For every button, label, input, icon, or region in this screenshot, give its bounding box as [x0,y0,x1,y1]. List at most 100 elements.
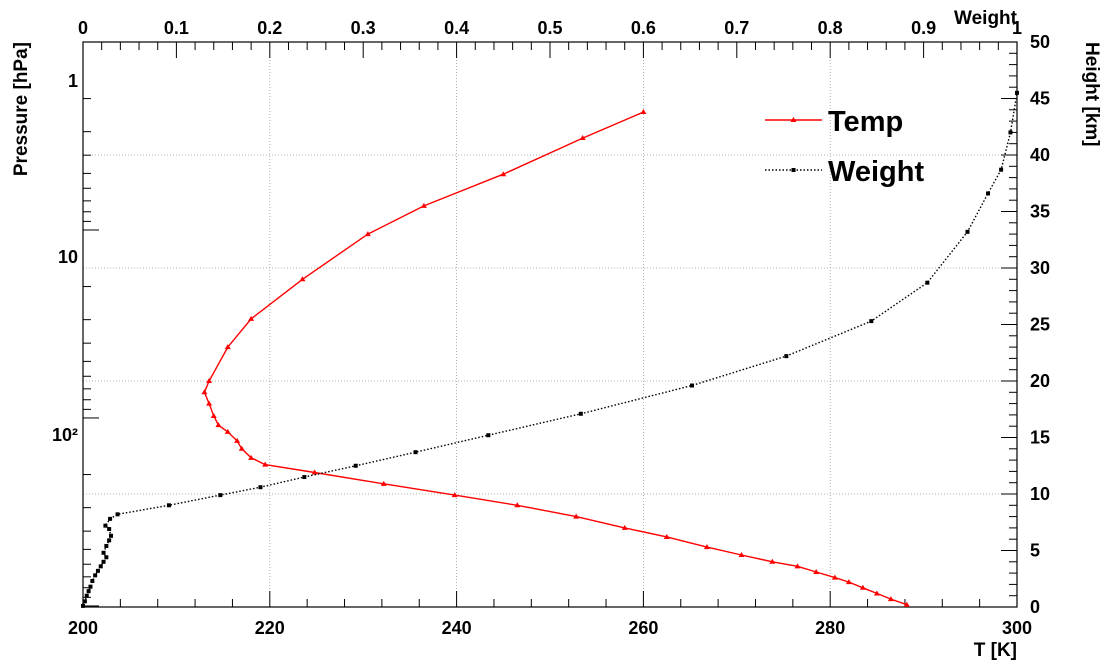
grid-lines [83,42,1017,607]
top-axis-title: Weight [954,8,1018,29]
weight-point [101,550,106,555]
weight-point [81,603,85,608]
top-tick-label: 0.2 [257,18,282,38]
weight-point [107,527,112,532]
legend-item-temp: Temp [765,106,903,138]
top-tick-label: 0 [78,18,88,38]
weight-point [88,584,93,589]
temp-point [769,558,776,564]
bottom-tick-label: 260 [628,618,658,638]
left-tick-label: 1 [68,71,78,91]
series-line-temp [203,111,908,606]
weight-point [98,564,103,569]
top-tick-label: 1 [1012,18,1022,38]
right-tick-label: 40 [1030,145,1050,165]
temp-point [201,389,208,395]
weight-point [578,411,583,416]
weight-point [689,383,694,388]
right-axis-title: Height [km] [1081,42,1102,147]
temp-point [640,109,647,115]
legend-label-weight: Weight [828,156,924,188]
top-tick-label: 0.4 [444,18,469,38]
temp-point [813,568,820,574]
top-tick-label: 0.6 [631,18,656,38]
temp-point [248,315,255,321]
right-tick-label: 35 [1030,202,1050,222]
top-tick-label: 0.8 [818,18,843,38]
top-tick-label: 0.7 [724,18,749,38]
bottom-tick-label: 200 [68,618,98,638]
bottom-tick-label: 280 [815,618,845,638]
bottom-tick-label: 240 [442,618,472,638]
temp-point [224,428,231,434]
right-tick-label: 0 [1030,597,1040,617]
right-tick-label: 15 [1030,428,1050,448]
temp-point [248,454,255,460]
weight-point [258,485,263,490]
weight-point [108,516,113,521]
right-tick-label: 30 [1030,258,1050,278]
weight-point [86,589,91,594]
weight-point [353,463,358,468]
bottom-tick-label: 220 [255,618,285,638]
temp-point [579,135,586,141]
temp-point [206,378,213,383]
weight-point [869,319,874,324]
temp-point [311,469,318,475]
right-tick-label: 5 [1030,541,1040,561]
top-tick-label: 0.9 [911,18,936,38]
top-tick-label: 0.1 [164,18,189,38]
weight-point [166,503,171,508]
right-tick-label: 25 [1030,315,1050,335]
weight-point [115,512,120,517]
weight-point [82,599,87,604]
left-tick-labels: 1 10 10² [52,71,78,445]
weight-point [218,493,223,498]
weight-point [101,559,106,564]
top-tick-label: 0.5 [537,18,562,38]
weight-point [1008,130,1013,135]
temp-point [621,524,628,530]
temp-point [299,276,306,282]
left-tick-label: 10 [58,247,78,267]
weight-point [1015,90,1019,95]
right-tick-label: 50 [1030,32,1050,52]
temp-point [206,400,213,406]
legend: Temp Weight [765,106,924,188]
weight-point [84,593,89,598]
temp-point [420,202,427,208]
temp-point [215,422,222,428]
temp-point [234,437,241,443]
temp-point [831,574,838,580]
weight-point [925,280,930,285]
temp-point [887,596,894,602]
x-axis-title: T [K] [974,640,1017,661]
weight-point [104,543,109,548]
temp-point [451,492,458,498]
weight-point [95,568,100,573]
weight-point [302,475,307,480]
temp-point [738,552,745,558]
left-tick-label: 10² [52,425,78,445]
weight-point [90,579,95,584]
right-tick-labels: 0 5 10 15 20 25 30 35 40 45 50 [1030,32,1050,617]
weight-point [103,523,108,528]
temp-point [845,579,852,585]
weight-point [93,573,98,578]
weight-point [486,433,491,438]
right-tick-label: 20 [1030,371,1050,391]
weight-point [109,533,114,538]
y-axis-title: Pressure [hPa] [11,42,32,176]
legend-item-weight: Weight [765,156,924,188]
temp-point [262,461,269,467]
top-tick-labels: 0 0.1 0.2 0.3 0.4 0.5 0.6 0.7 0.8 0.9 1 [78,18,1022,38]
legend-temp-marker [790,117,797,122]
plot-frame [82,41,1018,608]
temp-point [224,344,231,350]
weight-point [784,354,789,359]
temp-point [514,502,521,508]
right-tick-label: 45 [1030,89,1050,109]
legend-weight-marker [791,168,796,172]
top-tick-label: 0.3 [351,18,376,38]
